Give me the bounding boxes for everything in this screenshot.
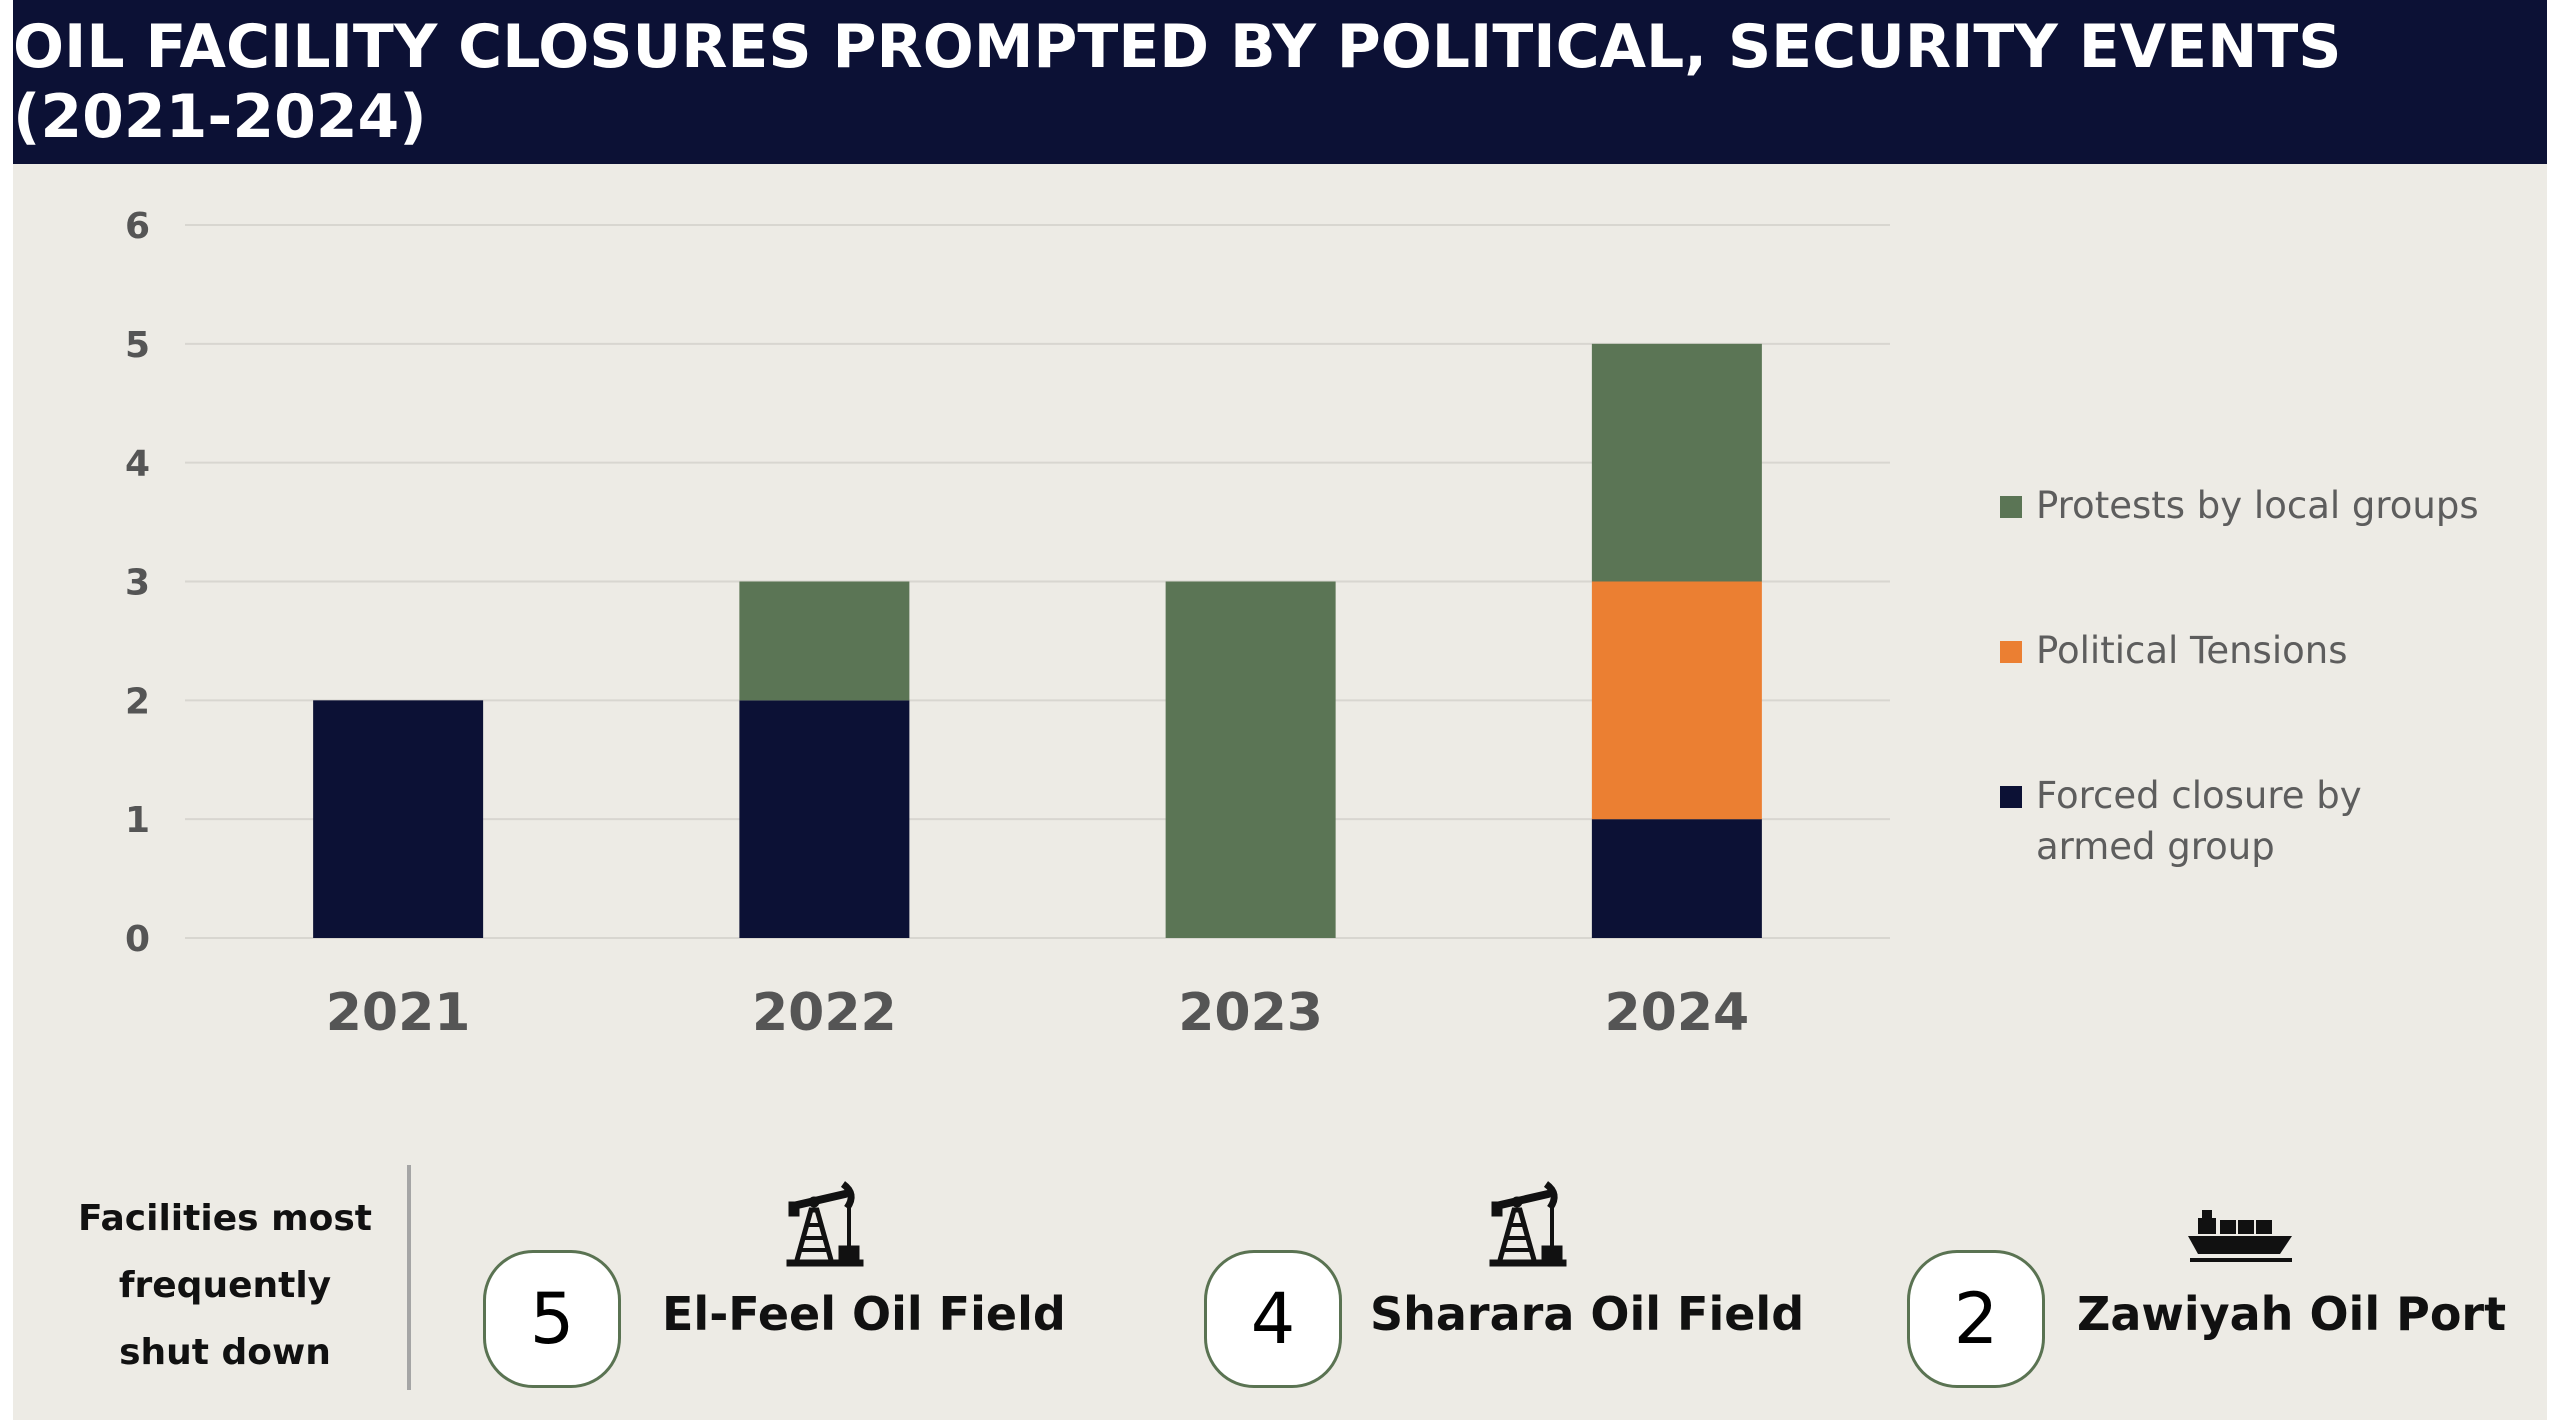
legend-swatch-forced	[2000, 786, 2022, 808]
facility-count: 4	[1250, 1278, 1296, 1360]
facility-count-badge: 4	[1204, 1250, 1342, 1388]
facility-name: El-Feel Oil Field	[662, 1287, 1066, 1341]
legend-label: Protests by local groups	[2036, 484, 2479, 527]
facility-name: Sharara Oil Field	[1370, 1287, 1805, 1341]
y-tick-label: 4	[125, 444, 150, 485]
caption-line: frequently	[118, 1265, 332, 1306]
facility-count: 2	[1953, 1278, 1999, 1360]
legend-item-forced: Forced closure by armed group	[2000, 770, 2480, 872]
bar-segment	[313, 700, 484, 938]
facility-count-badge: 2	[1907, 1250, 2045, 1388]
y-tick-label: 1	[125, 800, 150, 841]
y-tick-label: 2	[125, 681, 150, 722]
caption-line: shut down	[119, 1332, 331, 1373]
x-tick-label: 2021	[326, 983, 471, 1043]
page-title: OIL FACILITY CLOSURES PROMPTED BY POLITI…	[13, 12, 2342, 152]
legend-swatch-political	[2000, 641, 2022, 663]
legend-item-political: Political Tensions	[2000, 625, 2520, 676]
facility-count-badge: 5	[483, 1250, 621, 1388]
vertical-divider	[407, 1165, 411, 1390]
y-tick-label: 5	[125, 325, 150, 366]
legend-item-protests: Protests by local groups	[2000, 480, 2520, 531]
facility-name: Zawiyah Oil Port	[2077, 1287, 2507, 1341]
bar-segment	[739, 581, 910, 701]
y-tick-label: 6	[125, 206, 150, 247]
bar-segment	[1165, 581, 1336, 938]
x-tick-label: 2022	[752, 983, 897, 1043]
caption-line: Facilities most	[78, 1198, 372, 1239]
bar-segment	[1591, 343, 1762, 582]
x-tick-label: 2023	[1178, 983, 1323, 1043]
facilities-caption: Facilities most frequently shut down	[60, 1185, 390, 1386]
oil-pump-icon	[1489, 1181, 1567, 1267]
legend-swatch-protests	[2000, 496, 2022, 518]
stacked-bar-chart: 0 1 2 3 4 5 6 2021 2022 2023 2024	[125, 206, 1890, 1043]
bar-segment	[1591, 581, 1762, 820]
facility-count: 5	[529, 1278, 575, 1360]
bar-segment	[1591, 819, 1762, 938]
oil-pump-icon	[786, 1181, 864, 1267]
y-tick-label: 0	[125, 919, 150, 960]
cargo-ship-icon	[2188, 1210, 2292, 1262]
y-tick-label: 3	[125, 563, 150, 604]
bar-segment	[739, 700, 910, 938]
legend-label: Forced closure by armed group	[2036, 774, 2362, 868]
legend-label: Political Tensions	[2036, 629, 2348, 672]
x-tick-label: 2024	[1605, 983, 1750, 1043]
title-banner: OIL FACILITY CLOSURES PROMPTED BY POLITI…	[13, 0, 2547, 164]
